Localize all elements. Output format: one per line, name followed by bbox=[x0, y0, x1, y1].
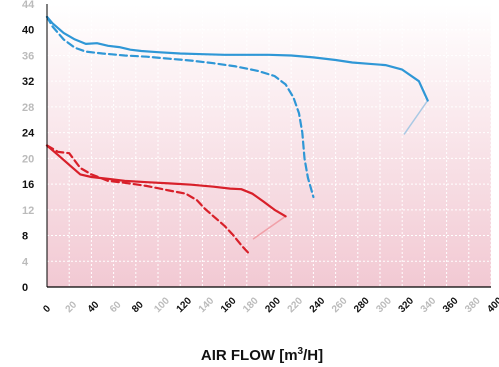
y-tick-label: 40 bbox=[22, 25, 34, 37]
x-tick-label: 240 bbox=[308, 295, 328, 315]
y-tick-label: 44 bbox=[22, 0, 35, 11]
y-tick-label: 36 bbox=[22, 50, 34, 62]
y-tick-label: 0 bbox=[22, 282, 28, 294]
x-tick-label: 300 bbox=[374, 295, 394, 315]
y-tick-label: 24 bbox=[22, 128, 35, 140]
x-tick-label: 260 bbox=[330, 295, 350, 315]
x-axis-label: AIR FLOW [m3/H] bbox=[201, 346, 323, 364]
x-tick-label: 280 bbox=[352, 295, 372, 315]
y-tick-label: 28 bbox=[22, 102, 34, 114]
red-solid-curve bbox=[45, 144, 287, 218]
y-axis-ticks: 0 4 8 12 16 20 24 28 32 36 40 44 bbox=[22, 0, 35, 294]
x-tick-label: 40 bbox=[86, 299, 102, 315]
y-tick-label: 32 bbox=[22, 76, 34, 88]
red-dashed-curve bbox=[45, 144, 251, 255]
x-tick-label: 60 bbox=[108, 299, 124, 315]
blue-end-stroke bbox=[403, 99, 429, 135]
x-tick-label: 360 bbox=[441, 295, 461, 315]
y-tick-label: 20 bbox=[22, 153, 34, 165]
x-tick-label: 380 bbox=[463, 295, 483, 315]
x-tick-label: 0 bbox=[41, 303, 53, 315]
curves bbox=[45, 15, 429, 255]
x-tick-label: 20 bbox=[64, 299, 80, 315]
x-tick-label: 180 bbox=[241, 295, 261, 315]
x-tick-label: 220 bbox=[286, 295, 306, 315]
y-tick-label: 12 bbox=[22, 205, 34, 217]
x-tick-label: 140 bbox=[197, 295, 217, 315]
y-tick-label: 4 bbox=[22, 256, 29, 268]
x-tick-label: 400 bbox=[485, 295, 499, 315]
x-tick-label: 100 bbox=[152, 295, 172, 315]
red-end-stroke bbox=[252, 215, 287, 240]
y-tick-label: 8 bbox=[22, 231, 28, 243]
x-tick-label: 200 bbox=[263, 295, 283, 315]
y-tick-label: 16 bbox=[22, 179, 34, 191]
x-tick-label: 120 bbox=[175, 295, 195, 315]
x-tick-label: 340 bbox=[419, 295, 439, 315]
blue-solid-curve bbox=[45, 15, 429, 102]
axes bbox=[46, 4, 491, 288]
blue-dashed-curve bbox=[45, 15, 315, 199]
x-tick-label: 320 bbox=[397, 295, 417, 315]
x-axis-ticks: 0 20 40 60 80 100 120 140 160 180 200 220 240 260 280 3… bbox=[41, 295, 499, 315]
x-tick-label: 160 bbox=[219, 295, 239, 315]
x-tick-label: 80 bbox=[130, 299, 146, 315]
